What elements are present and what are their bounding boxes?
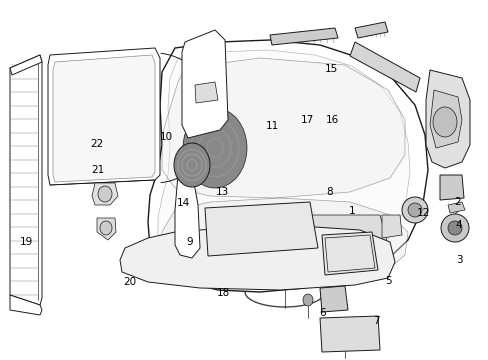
Polygon shape (307, 215, 387, 262)
Ellipse shape (432, 107, 456, 137)
Text: 9: 9 (186, 237, 193, 247)
Polygon shape (175, 172, 200, 258)
Text: 22: 22 (90, 139, 103, 149)
Text: 16: 16 (325, 114, 339, 125)
Polygon shape (158, 50, 409, 280)
Text: 14: 14 (176, 198, 190, 208)
Polygon shape (204, 202, 317, 256)
Polygon shape (160, 198, 407, 286)
Text: 10: 10 (160, 132, 172, 142)
Polygon shape (429, 90, 461, 148)
Polygon shape (10, 55, 42, 305)
Polygon shape (10, 295, 42, 315)
Polygon shape (48, 48, 160, 185)
Ellipse shape (447, 221, 461, 235)
Polygon shape (175, 232, 224, 262)
Text: 2: 2 (453, 197, 460, 207)
Polygon shape (10, 55, 42, 75)
Polygon shape (269, 28, 337, 45)
Text: 19: 19 (20, 237, 34, 247)
Polygon shape (319, 316, 379, 352)
Text: 11: 11 (265, 121, 279, 131)
Text: 18: 18 (216, 288, 229, 298)
Text: 15: 15 (324, 64, 338, 74)
Polygon shape (182, 30, 227, 138)
Ellipse shape (183, 108, 246, 188)
Polygon shape (148, 40, 427, 292)
Text: 7: 7 (372, 316, 379, 326)
Polygon shape (321, 232, 377, 275)
Ellipse shape (401, 197, 427, 223)
Polygon shape (439, 175, 463, 200)
Text: 5: 5 (385, 276, 391, 286)
Text: 12: 12 (415, 208, 429, 218)
Polygon shape (381, 215, 401, 238)
Polygon shape (195, 82, 218, 103)
Text: 1: 1 (348, 206, 355, 216)
Polygon shape (53, 55, 155, 182)
Text: 20: 20 (123, 276, 136, 287)
Polygon shape (92, 183, 118, 205)
Text: 13: 13 (215, 186, 229, 197)
Ellipse shape (174, 143, 209, 187)
Text: 4: 4 (454, 220, 461, 230)
Polygon shape (120, 226, 394, 290)
Ellipse shape (98, 186, 112, 202)
Ellipse shape (440, 214, 468, 242)
Text: 8: 8 (325, 186, 332, 197)
Ellipse shape (100, 221, 112, 235)
Text: 3: 3 (455, 255, 462, 265)
Polygon shape (447, 202, 464, 213)
Text: 17: 17 (300, 114, 313, 125)
Polygon shape (319, 286, 347, 312)
Polygon shape (354, 22, 387, 38)
Polygon shape (349, 42, 419, 92)
Polygon shape (162, 58, 404, 198)
Ellipse shape (407, 203, 421, 217)
Polygon shape (425, 70, 469, 168)
Text: 21: 21 (91, 165, 104, 175)
Ellipse shape (303, 294, 312, 306)
Text: 6: 6 (319, 308, 325, 318)
Polygon shape (97, 218, 116, 240)
